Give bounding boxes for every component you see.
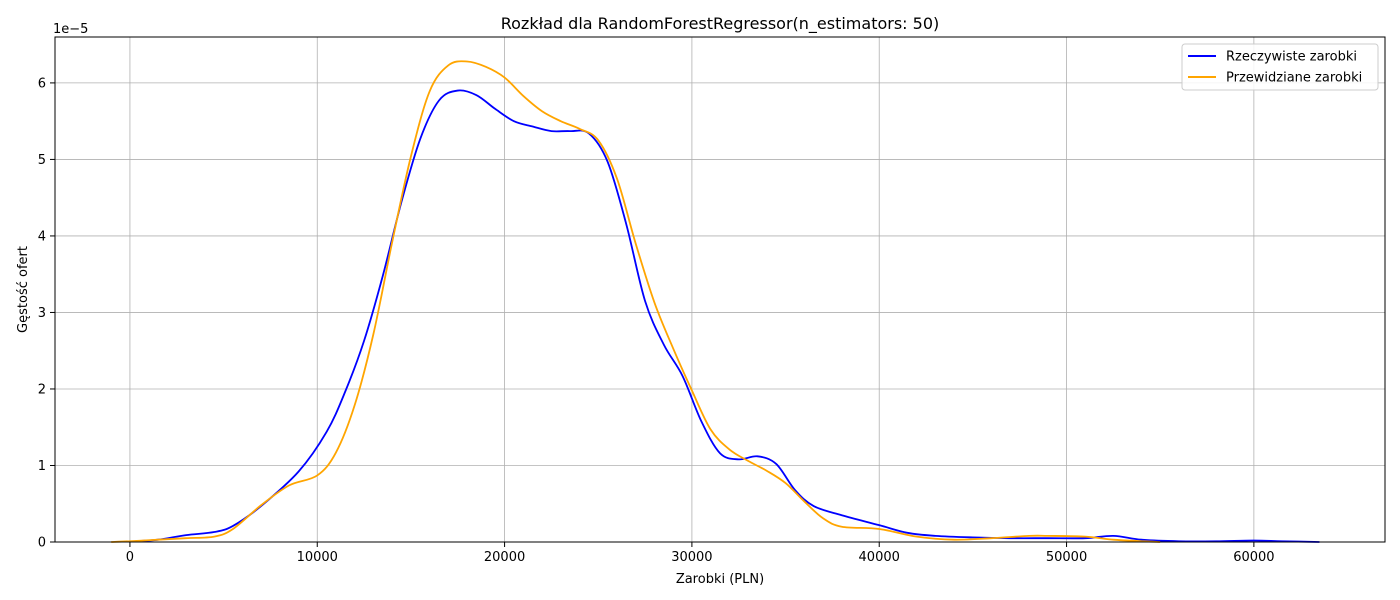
- y-axis-offset-label: 1e−5: [53, 22, 88, 37]
- x-tick-label: 0: [126, 550, 134, 565]
- y-tick-label: 0: [38, 536, 46, 551]
- x-tick-label: 10000: [297, 550, 338, 565]
- x-tick-label: 30000: [671, 550, 712, 565]
- axis-ticks: 0 10000 20000 30000 40000 50000 60000 0 1 2 3 4 5 6: [38, 76, 1275, 565]
- y-tick-label: 6: [38, 76, 46, 91]
- series-line-1: [111, 60, 1161, 543]
- legend-label-1: Przewidziane zarobki: [1226, 71, 1362, 86]
- series-lines: [111, 60, 1320, 543]
- y-tick-label: 3: [38, 306, 46, 321]
- x-axis-label: Zarobki (PLN): [676, 572, 764, 587]
- legend: Rzeczywiste zarobki Przewidziane zarobki: [1181, 43, 1379, 91]
- x-tick-label: 50000: [1046, 550, 1087, 565]
- x-tick-label: 60000: [1233, 550, 1274, 565]
- plot-frame: [54, 36, 1386, 543]
- chart-title: Rozkład dla RandomForestRegressor(n_esti…: [501, 14, 940, 34]
- series-line-0: [135, 89, 1320, 543]
- y-tick-label: 1: [38, 459, 46, 474]
- legend-box: [1181, 43, 1379, 91]
- legend-label-0: Rzeczywiste zarobki: [1226, 50, 1357, 65]
- y-axis-label: Gęstość ofert: [16, 246, 31, 333]
- y-tick-label: 5: [38, 153, 46, 168]
- y-tick-label: 2: [38, 382, 46, 397]
- y-tick-label: 4: [38, 229, 46, 244]
- x-tick-label: 40000: [859, 550, 900, 565]
- x-tick-label: 20000: [484, 550, 525, 565]
